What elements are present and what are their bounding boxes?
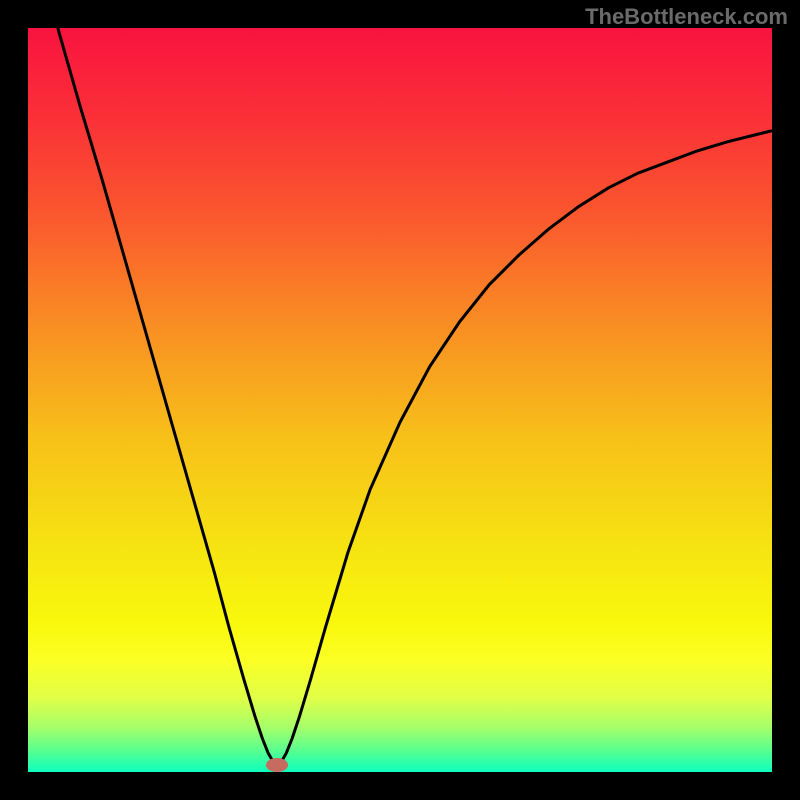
- optimum-marker: [266, 758, 288, 772]
- bottleneck-curve: [28, 28, 772, 772]
- watermark-text: TheBottleneck.com: [585, 4, 788, 30]
- chart-container: TheBottleneck.com: [0, 0, 800, 800]
- plot-area: [28, 28, 772, 772]
